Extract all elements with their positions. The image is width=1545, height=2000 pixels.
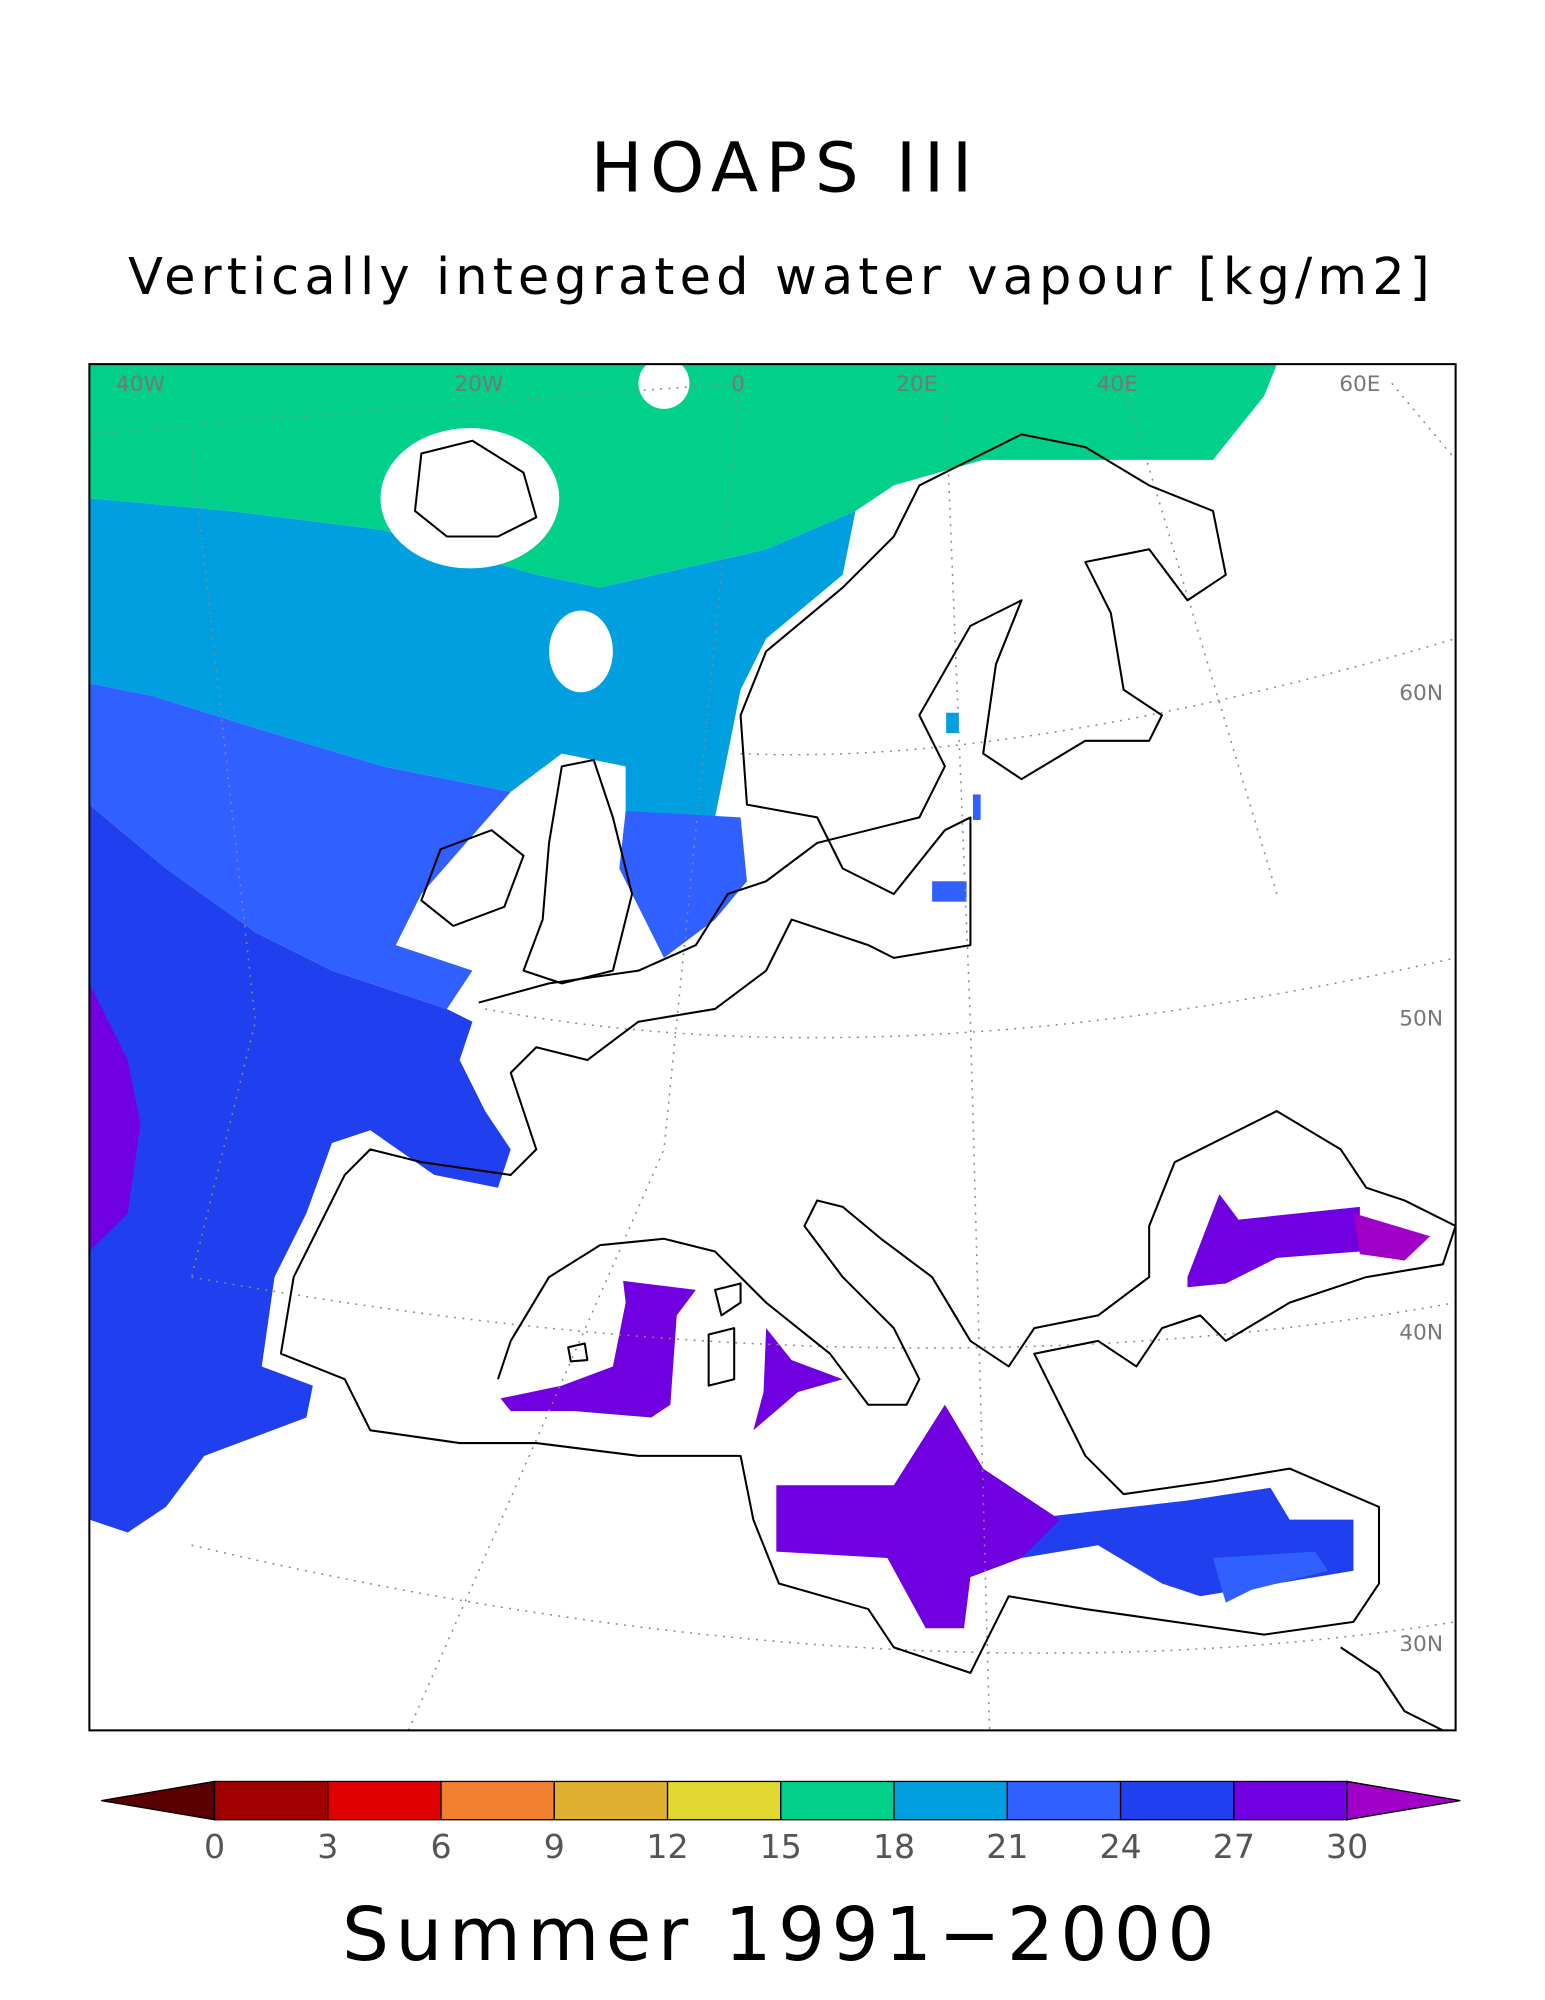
map: 40W 20W 0 20E 40E 60E 60N 50N 40N 30N [88,363,1457,1732]
colorbar: 0 3 6 9 12 15 18 21 24 27 30 [101,1780,1461,1866]
colorbar-tick-label: 6 [430,1827,451,1866]
field [932,881,967,902]
colorbar-tick-label: 30 [1326,1827,1368,1866]
colorbar-tick-label: 18 [873,1827,915,1866]
subtitle: Vertically integrated water vapour [kg/m… [128,248,1435,307]
field [1353,1213,1431,1261]
colorbar-tick-label: 27 [1213,1827,1255,1866]
lat-label: 30N [1399,1632,1443,1657]
field [89,683,511,1009]
colorbar-segment [666,1780,782,1821]
colorbar-segment [1006,1780,1122,1821]
lon-label: 60E [1339,372,1380,397]
field [972,794,981,820]
title: HOAPS III [591,129,980,209]
map-fields [89,364,1456,1731]
colorbar-segment [440,1780,555,1821]
colorbar-tick-label: 3 [317,1827,338,1866]
lat-label: 40N [1399,1321,1443,1346]
field [619,811,747,958]
field [89,364,1277,588]
colorbar-segment [780,1780,895,1821]
lon-label: 40E [1097,372,1138,397]
colorbar-tick-label: 21 [986,1827,1028,1866]
colorbar-tick-label: 9 [544,1827,565,1866]
colorbar-segment [1119,1780,1235,1821]
lon-label: 20E [896,372,937,397]
field [500,1280,696,1418]
field [946,712,959,734]
field [1213,1551,1328,1603]
footer-title: Summer 1991−2000 [342,1892,1221,1978]
map-frame [88,363,1457,1732]
lon-label: 20W [454,372,503,397]
colorbar-segment [1233,1780,1348,1821]
field [753,1328,843,1431]
lon-label: 40W [116,372,165,397]
field [89,804,511,1533]
colorbar-segment [213,1780,329,1821]
lat-label: 60N [1399,681,1443,706]
colorbar-tick-label: 12 [646,1827,688,1866]
field [89,983,141,1252]
field [1021,1487,1354,1597]
field [89,498,856,818]
field [1187,1194,1360,1288]
colorbar-tick-label: 24 [1099,1827,1141,1866]
colorbar-segment [553,1780,669,1821]
field [776,1404,1060,1629]
colorbar-segment [327,1780,442,1821]
colorbar-tick-label: 0 [204,1827,225,1866]
lat-label: 50N [1399,1007,1443,1032]
colorbar-extension [101,1780,216,1821]
colorbar-tick-label: 15 [760,1827,802,1866]
colorbar-extension [1346,1780,1461,1821]
colorbar-segment [893,1780,1008,1821]
lon-label: 0 [731,372,745,397]
